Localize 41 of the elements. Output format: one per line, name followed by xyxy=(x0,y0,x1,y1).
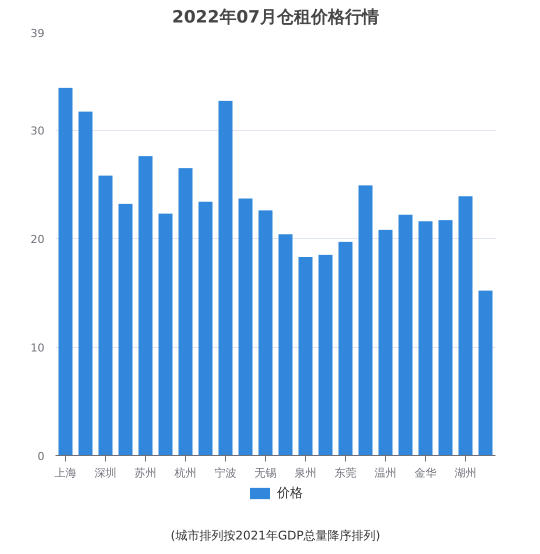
bar xyxy=(58,88,72,456)
x-tick-label: 上海 xyxy=(54,466,76,480)
x-tick-label: 深圳 xyxy=(94,466,116,480)
bar xyxy=(458,196,472,456)
bar xyxy=(418,221,432,456)
x-tick-label: 无锡 xyxy=(254,466,276,480)
bar xyxy=(198,202,212,456)
y-tick-label: 0 xyxy=(38,450,44,463)
bar xyxy=(178,168,192,456)
y-tick-label: 39 xyxy=(30,27,45,40)
text: (城市排列按2021年GDP总量降序排列) xyxy=(170,528,380,542)
bar xyxy=(118,204,132,456)
bar xyxy=(438,220,452,456)
bar xyxy=(378,230,392,456)
bar xyxy=(358,185,372,456)
bar xyxy=(278,234,292,456)
bar xyxy=(78,112,92,456)
x-tick-label: 金华 xyxy=(414,466,436,480)
x-tick-label: 宁波 xyxy=(214,466,236,480)
bar xyxy=(478,290,492,456)
chart-title: 2022年07月仓租价格行情 xyxy=(172,8,379,28)
y-tick-label: 30 xyxy=(30,124,45,138)
x-tick-label: 杭州 xyxy=(174,466,196,480)
bar xyxy=(138,156,152,456)
bar xyxy=(318,254,332,456)
y-tick-label: 10 xyxy=(30,342,45,355)
bar xyxy=(298,257,312,456)
x-tick-label: 东莞 xyxy=(334,466,356,480)
bar xyxy=(398,214,412,456)
x-tick-label: 湖州 xyxy=(454,466,476,480)
x-tick-label: 苏州 xyxy=(134,466,156,480)
bar xyxy=(338,242,352,456)
legend-label: 价格 xyxy=(277,485,303,502)
bar xyxy=(238,198,252,456)
x-tick-label: 泉州 xyxy=(294,466,316,480)
bar xyxy=(258,210,272,456)
bar xyxy=(218,100,232,456)
bar xyxy=(158,214,172,456)
bar xyxy=(98,176,112,456)
x-tick-label: 温州 xyxy=(374,466,396,480)
y-tick-label: 20 xyxy=(30,233,45,246)
